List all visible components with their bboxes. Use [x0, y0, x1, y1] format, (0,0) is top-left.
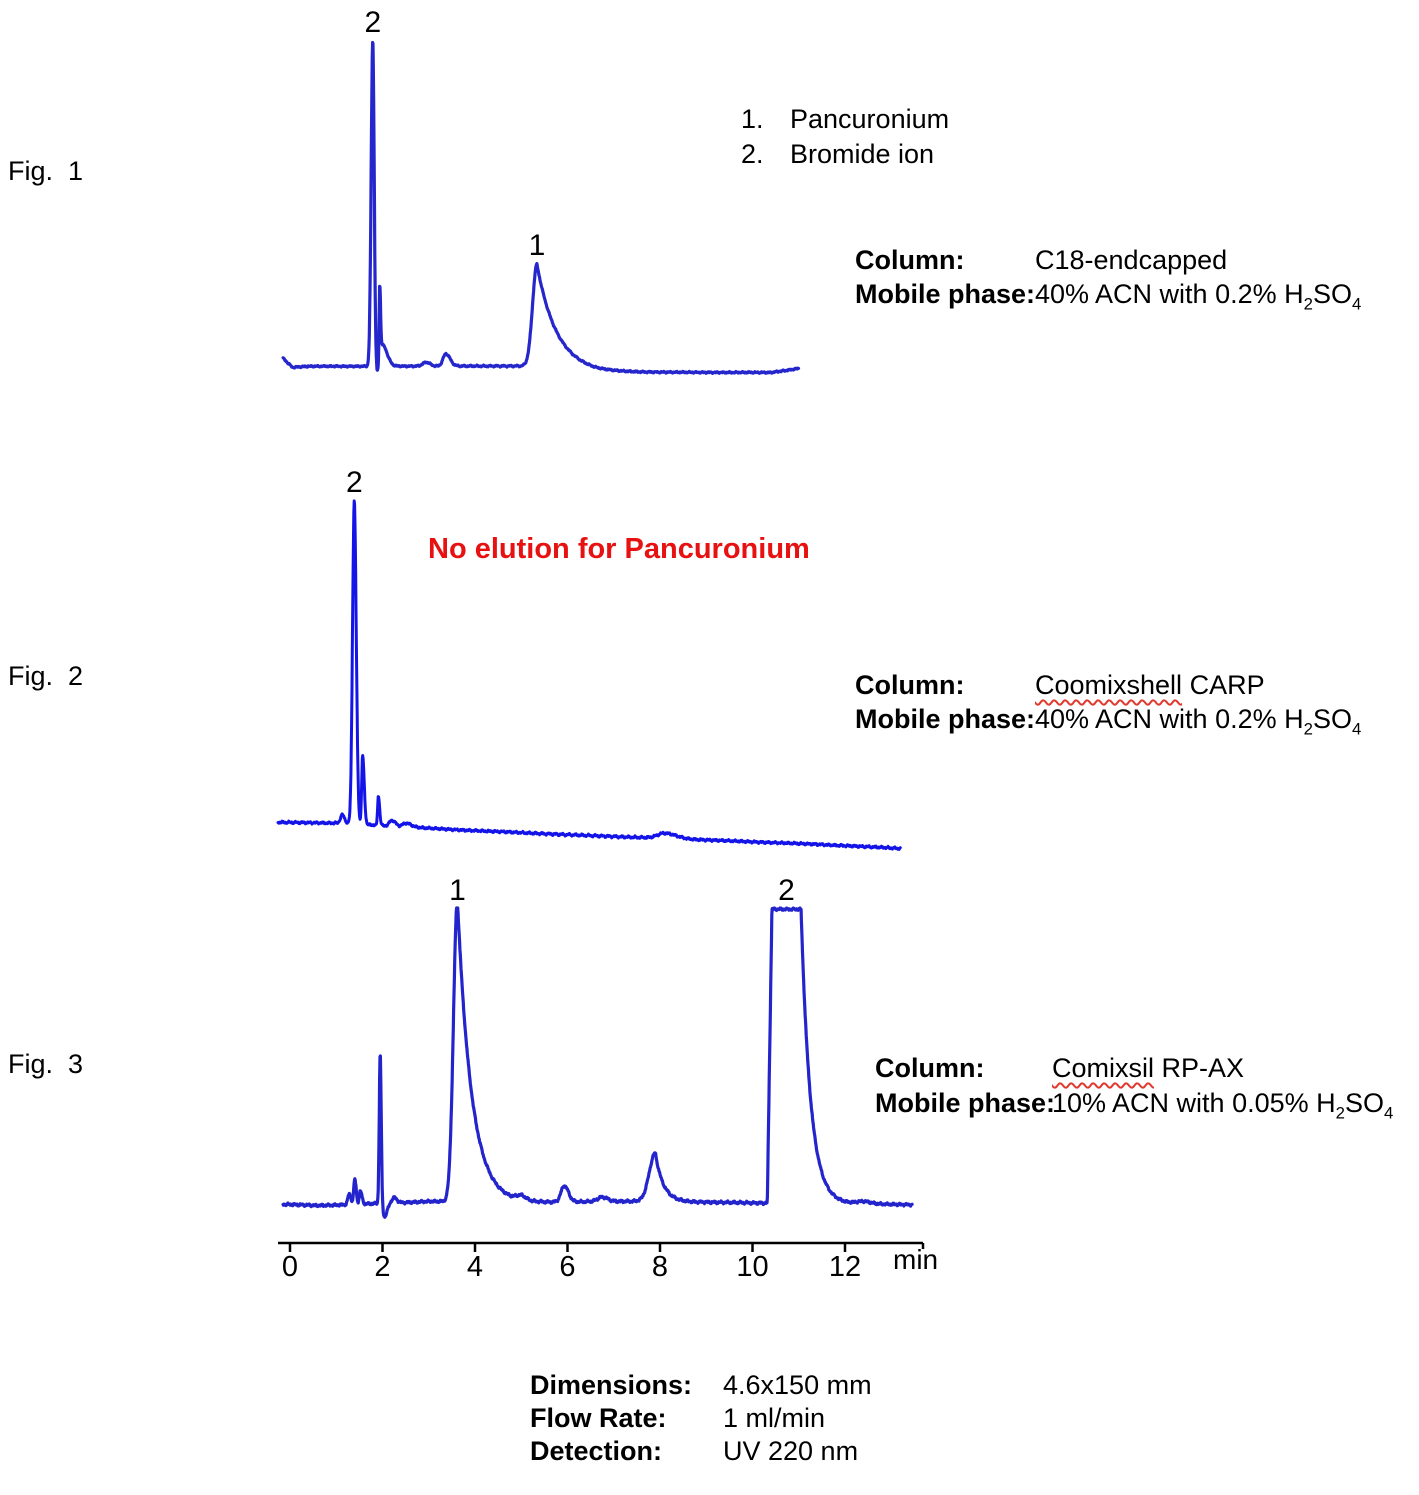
no-elution-note: No elution for Pancuronium [428, 533, 810, 565]
column-row: Column: Comixsil RP-AX [875, 1051, 1393, 1086]
column-label: Column: [855, 670, 965, 700]
detection-row: Detection: UV 220 nm [530, 1435, 872, 1468]
detection-value: UV 220 nm [723, 1436, 859, 1466]
fig3-label: Fig. 3 [8, 1049, 84, 1079]
column-label: Column: [875, 1053, 985, 1083]
axis-tick-label: 10 [736, 1251, 769, 1283]
column-value: C18-endcapped [1035, 245, 1228, 275]
axis-tick-label: 2 [374, 1251, 391, 1283]
flow-rate-label: Flow Rate: [530, 1403, 667, 1433]
mobile-phase-value: 40% ACN with 0.2% H2SO4 [1035, 704, 1362, 739]
column-value: Coomixshell CARP [1035, 670, 1265, 700]
fig1-conditions: Column: C18-endcapped Mobile phase:40% AC… [855, 243, 1361, 321]
dimensions-label: Dimensions: [530, 1370, 693, 1400]
legend-item-pancuronium: 1. Pancuronium [741, 102, 949, 137]
peak-number-label: 2 [778, 874, 795, 907]
dimensions-value: 4.6x150 mm [723, 1370, 872, 1400]
peak-number-label: 1 [449, 874, 466, 907]
legend-number: 1. [741, 104, 764, 134]
peak-legend: 1. Pancuronium 2. Bromide ion [741, 102, 949, 172]
fig2-label: Fig. 2 [8, 661, 84, 691]
axis-tick-label: 8 [651, 1251, 669, 1283]
legend-name: Pancuronium [790, 104, 950, 134]
trace-fig-3 [281, 906, 914, 1219]
fig2-conditions: Column: Coomixshell CARP Mobile phase:40%… [855, 668, 1361, 746]
column-label: Column: [855, 245, 965, 275]
axis-tick-label: 0 [281, 1251, 299, 1283]
peak-number-label: 2 [364, 6, 382, 39]
mobile-phase-row: Mobile phase:40% ACN with 0.2% H2SO4 [855, 702, 1361, 746]
legend-item-bromide: 2. Bromide ion [741, 137, 949, 172]
mobile-phase-row: Mobile phase:40% ACN with 0.2% H2SO4 [855, 277, 1361, 321]
method-parameters: Dimensions: 4.6x150 mm Flow Rate: 1 ml/min… [530, 1369, 872, 1468]
trace-fig-1 [281, 40, 801, 375]
axis-tick-label: 6 [559, 1251, 576, 1283]
trace-fig-2 [276, 499, 902, 851]
axis-tick-label: 4 [466, 1251, 484, 1283]
dimensions-row: Dimensions: 4.6x150 mm [530, 1369, 872, 1402]
mobile-phase-label: Mobile phase: [855, 704, 1036, 734]
peak-number-label: 1 [528, 229, 546, 263]
column-row: Column: C18-endcapped [855, 243, 1361, 277]
column-row: Column: Coomixshell CARP [855, 668, 1361, 702]
mobile-phase-label: Mobile phase: [875, 1088, 1056, 1118]
axis-tick-label: 12 [828, 1251, 862, 1283]
mobile-phase-label: Mobile phase: [855, 279, 1036, 309]
fig1-label: Fig. 1 [8, 156, 84, 186]
legend-number: 2. [741, 139, 764, 169]
flow-rate-value: 1 ml/min [723, 1403, 826, 1433]
axis-unit-label: min [893, 1244, 939, 1275]
mobile-phase-value: 10% ACN with 0.05% H2SO4 [1052, 1088, 1394, 1123]
peak-number-label: 2 [345, 466, 363, 500]
detection-label: Detection: [530, 1436, 663, 1466]
mobile-phase-value: 40% ACN with 0.2% H2SO4 [1035, 279, 1362, 314]
flow-rate-row: Flow Rate: 1 ml/min [530, 1402, 872, 1435]
legend-name: Bromide ion [790, 139, 935, 169]
fig3-conditions: Column: Comixsil RP-AX Mobile phase:10% A… [875, 1051, 1393, 1130]
mobile-phase-row: Mobile phase:10% ACN with 0.05% H2SO4 [875, 1086, 1393, 1130]
column-value: Comixsil RP-AX [1052, 1053, 1245, 1083]
